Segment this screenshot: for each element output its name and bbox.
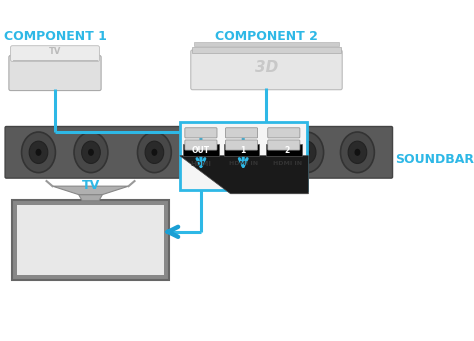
- Text: 1: 1: [241, 146, 246, 155]
- Ellipse shape: [297, 141, 316, 163]
- Bar: [266, 144, 301, 156]
- Ellipse shape: [151, 149, 157, 156]
- FancyBboxPatch shape: [268, 140, 300, 150]
- Ellipse shape: [22, 132, 55, 173]
- Bar: [180, 122, 307, 190]
- Polygon shape: [53, 186, 128, 195]
- FancyBboxPatch shape: [9, 56, 101, 91]
- Bar: [12, 200, 169, 280]
- Text: COMPONENT 1: COMPONENT 1: [4, 30, 107, 44]
- FancyBboxPatch shape: [268, 128, 300, 138]
- Ellipse shape: [355, 149, 360, 156]
- Text: HDMI IN: HDMI IN: [273, 161, 302, 166]
- Text: 3D: 3D: [255, 60, 278, 75]
- Text: HDMI: HDMI: [191, 161, 211, 167]
- Ellipse shape: [36, 149, 41, 156]
- Text: TV: TV: [82, 179, 100, 192]
- FancyBboxPatch shape: [5, 127, 392, 178]
- Ellipse shape: [145, 141, 164, 163]
- Text: TV: TV: [49, 46, 61, 56]
- Text: HDMI IN: HDMI IN: [228, 161, 258, 166]
- Polygon shape: [79, 195, 102, 201]
- Ellipse shape: [74, 132, 108, 173]
- FancyBboxPatch shape: [191, 50, 342, 90]
- Ellipse shape: [88, 149, 94, 156]
- Ellipse shape: [290, 132, 324, 173]
- Text: COMPONENT 2: COMPONENT 2: [215, 30, 318, 44]
- FancyBboxPatch shape: [10, 46, 100, 61]
- Ellipse shape: [82, 141, 100, 163]
- Bar: [183, 144, 219, 156]
- Polygon shape: [180, 156, 309, 194]
- Bar: [224, 144, 259, 156]
- Bar: [194, 42, 339, 46]
- FancyBboxPatch shape: [226, 128, 257, 138]
- Bar: [192, 47, 340, 53]
- Text: SOUNDBAR: SOUNDBAR: [395, 152, 474, 166]
- Ellipse shape: [29, 141, 48, 163]
- Ellipse shape: [340, 132, 374, 173]
- Text: OUT: OUT: [192, 146, 210, 155]
- FancyBboxPatch shape: [185, 140, 217, 150]
- Text: 2: 2: [284, 146, 290, 155]
- Ellipse shape: [348, 141, 367, 163]
- Bar: [18, 205, 164, 275]
- FancyBboxPatch shape: [185, 128, 217, 138]
- Ellipse shape: [137, 132, 171, 173]
- FancyBboxPatch shape: [226, 140, 257, 150]
- Ellipse shape: [304, 149, 310, 156]
